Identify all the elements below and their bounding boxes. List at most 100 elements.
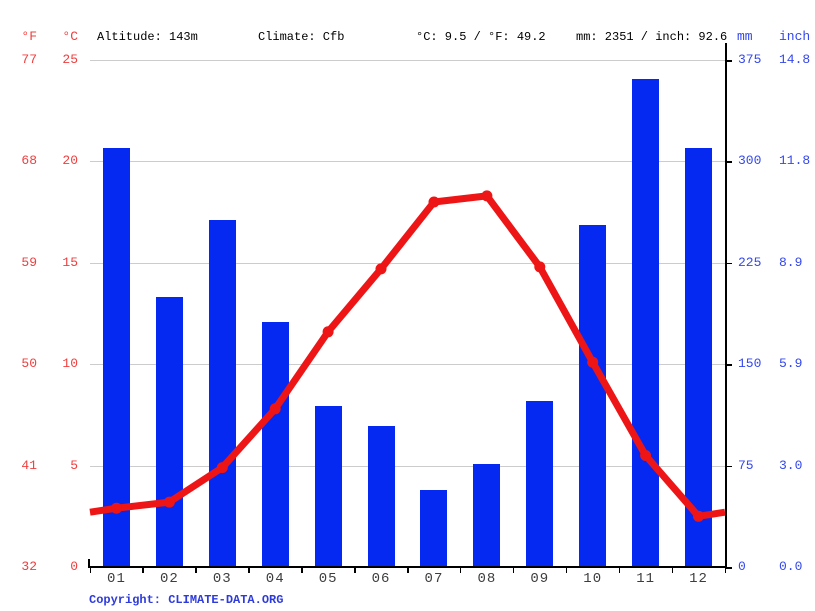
x-axis-tick-7 [459,567,462,573]
x-axis-tick-12 [724,567,726,573]
precipitation-bar-04 [261,322,289,567]
precipitation-bar-10 [579,224,607,567]
right-axis-tick-225 [725,262,732,265]
precipitation-bar-03 [208,219,236,567]
precipitation-bar-06 [367,426,395,567]
header-unit-fahrenheit: °F [21,29,37,44]
right-axis-tick-375 [725,60,732,62]
x-axis-tick-10 [618,567,621,573]
axis-label-celsius-25: 25 [62,52,78,67]
axis-label-mm-300: 300 [738,153,762,169]
temperature-point-04 [269,403,281,415]
precipitation-bar-07 [420,489,448,567]
x-axis-tick-8 [512,567,515,573]
precipitation-bar-08 [473,464,501,567]
precipitation-bar-11 [632,78,660,567]
precipitation-bar-09 [526,400,554,567]
temperature-point-10 [587,356,599,368]
month-label-11: 11 [636,571,656,587]
axis-label-fahrenheit-59: 59 [21,254,37,270]
temperature-point-06 [375,263,387,275]
axis-label-inch-5-9: 5.9 [779,356,803,372]
x-axis-tick-3 [248,567,250,573]
header-unit-mm: mm [737,29,753,44]
month-label-05: 05 [318,571,338,587]
gridline-10c [90,364,725,366]
header-unit-celsius: °C [62,29,78,44]
x-axis-tick-6 [407,567,409,573]
axis-label-inch-8-9: 8.9 [779,254,803,270]
x-axis-tick-4 [301,567,303,573]
axis-label-mm-75: 75 [738,457,754,473]
gridline-25c [90,60,725,61]
right-axis-tick-0 [725,567,732,569]
axis-label-celsius-15: 15 [62,254,78,270]
axis-label-mm-225: 225 [738,254,762,270]
x-axis-tick-9 [565,567,568,573]
right-axis-line [725,43,727,567]
axis-label-inch-14-8: 14.8 [779,52,811,67]
month-label-02: 02 [159,571,179,587]
axis-label-celsius-10: 10 [62,356,78,372]
axis-label-inch-11-8: 11.8 [779,153,811,169]
temperature-point-09 [534,261,546,273]
temperature-point-02 [163,496,175,508]
month-label-01: 01 [107,571,126,587]
axis-label-inch-3-0: 3.0 [779,457,803,473]
month-label-10: 10 [583,571,603,587]
temperature-point-01 [111,502,122,514]
axis-label-mm-150: 150 [738,356,762,372]
x-axis-tick-0 [89,567,91,573]
axis-label-inch-0-0: 0.0 [779,559,803,574]
axis-label-mm-375: 375 [738,52,762,67]
temperature-point-03 [216,462,228,474]
temperature-point-11 [640,450,652,461]
header-unit-inch: inch [779,29,811,44]
plot-area [89,60,726,567]
right-axis-tick-75 [725,465,732,468]
header-total-precipitation: mm: 2351 / inch: 92.6 [576,30,728,44]
temperature-point-07 [428,196,440,208]
header-altitude: Altitude: 143m [97,30,198,44]
copyright-label: Copyright: [89,593,169,607]
month-label-09: 09 [530,571,550,587]
header-climate-class: Climate: Cfb [258,30,345,44]
temperature-line-layer [89,190,726,522]
month-label-03: 03 [212,571,232,587]
month-label-08: 08 [477,571,497,587]
precipitation-bar-02 [155,296,183,567]
right-axis-tick-300 [725,161,732,163]
x-axis-tick-11 [671,567,674,573]
month-label-12: 12 [689,571,708,587]
copyright: Copyright: CLIMATE-DATA.ORG [89,592,283,608]
gridline-5c [90,465,725,467]
precipitation-bar-01 [102,147,130,567]
copyright-link[interactable]: CLIMATE-DATA.ORG [168,593,284,607]
temperature-point-08 [481,190,493,202]
axis-label-fahrenheit-41: 41 [21,457,37,473]
axis-label-fahrenheit-68: 68 [21,153,37,169]
precipitation-bar-05 [314,406,342,567]
axis-label-mm-0: 0 [738,559,746,574]
month-label-07: 07 [424,571,444,587]
axis-label-fahrenheit-50: 50 [21,356,37,372]
x-axis-tick-1 [142,567,144,573]
x-axis-tick-2 [195,567,197,573]
gridline-20c [90,161,725,163]
temperature-point-05 [322,326,334,338]
month-label-06: 06 [371,571,391,587]
axis-label-celsius-0: 0 [70,559,78,574]
axis-label-celsius-5: 5 [70,457,78,473]
precipitation-bar-12 [685,147,713,567]
x-axis-start-tick [88,559,90,567]
axis-label-fahrenheit-32: 32 [21,559,37,574]
month-label-04: 04 [265,571,285,587]
x-axis-tick-5 [354,567,356,573]
axis-label-celsius-20: 20 [62,153,78,169]
temperature-point-12 [693,510,704,522]
header-average-temperature: °C: 9.5 / °F: 49.2 [416,30,546,44]
gridline-15c [90,262,725,264]
axis-label-fahrenheit-77: 77 [21,52,37,67]
temperature-line [89,192,726,520]
